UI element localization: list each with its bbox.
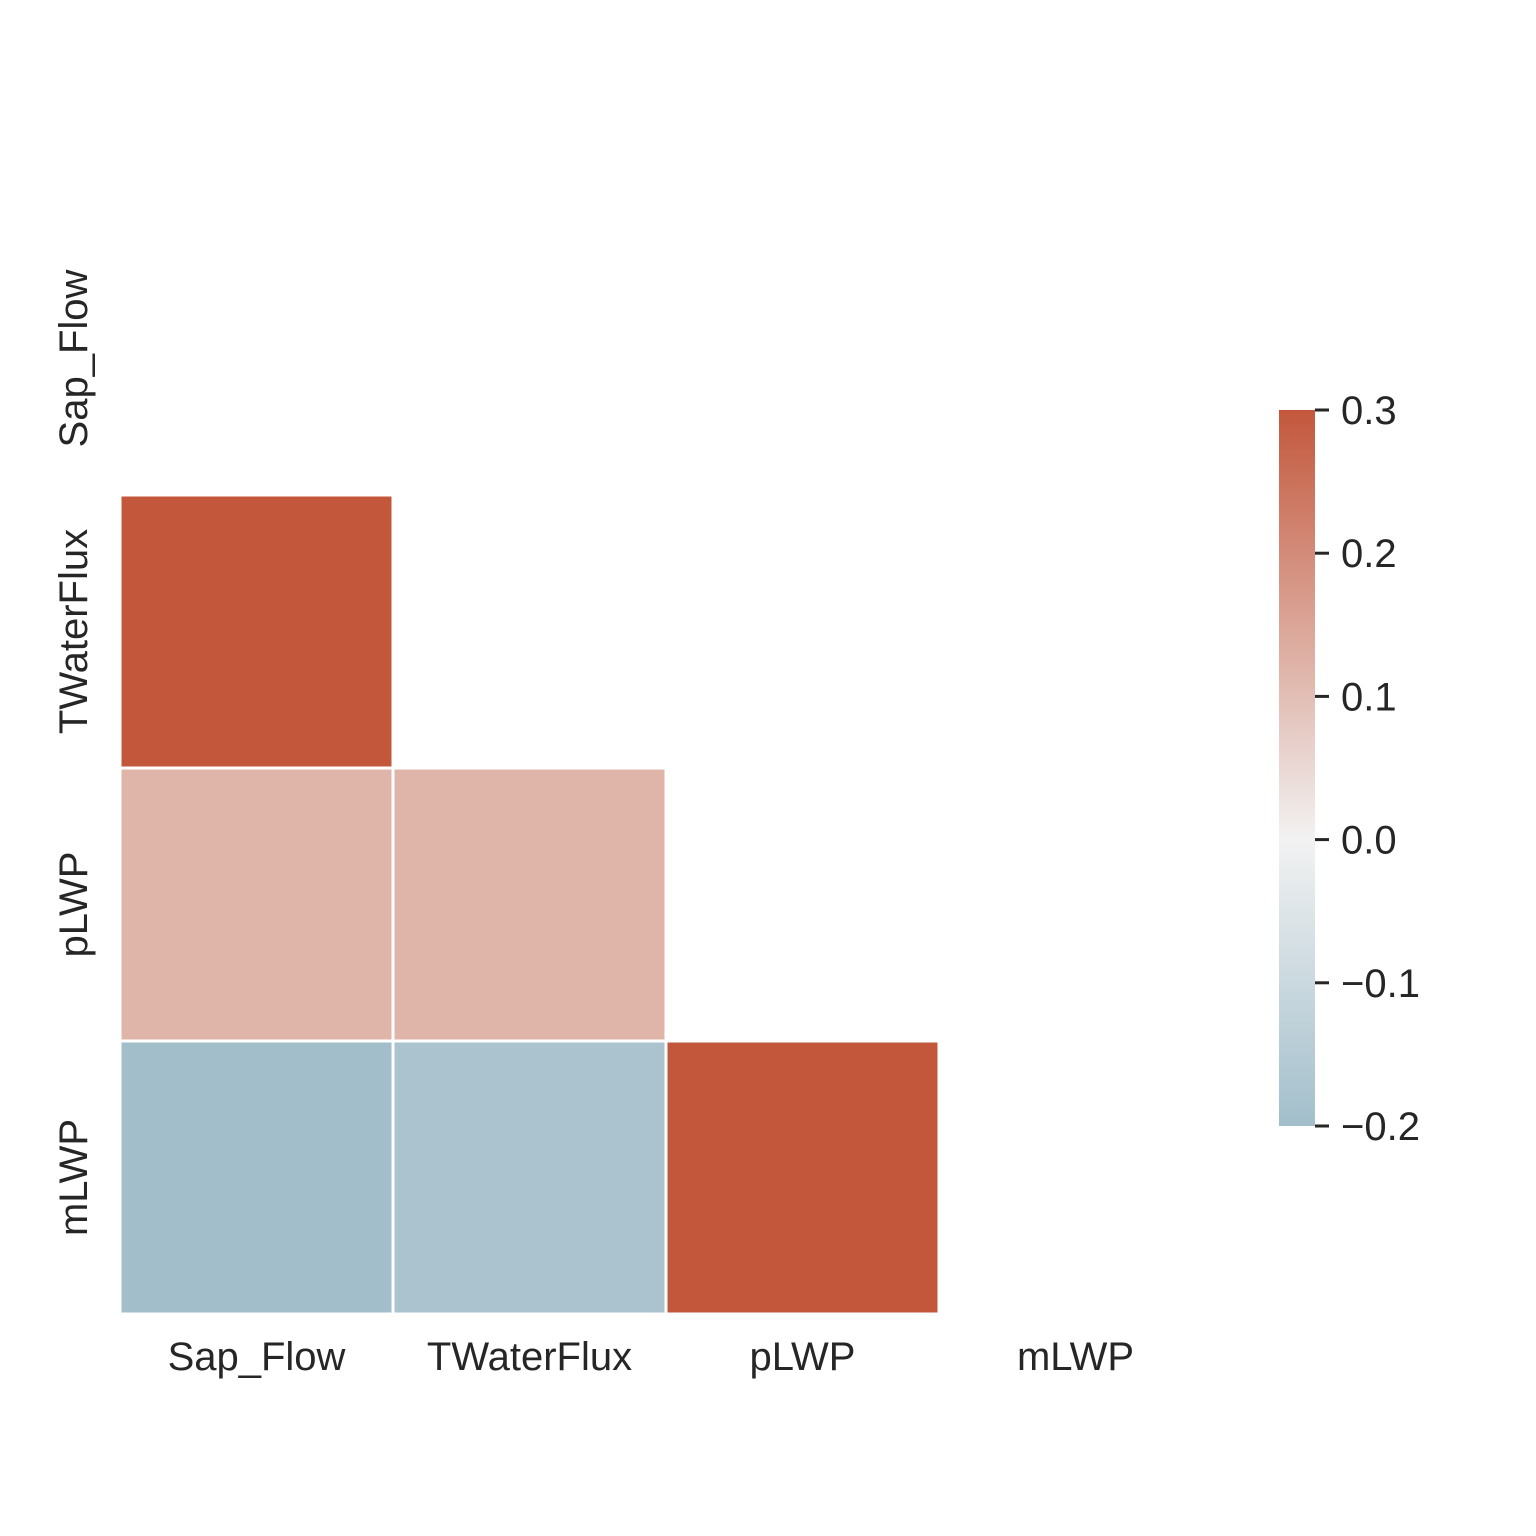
heatmap-cells: [118, 493, 941, 1316]
colorbar-tick-label: −0.1: [1341, 962, 1420, 1006]
colorbar-tick-label: 0.0: [1341, 819, 1397, 863]
colorbar-tick-label: 0.1: [1341, 675, 1397, 719]
heatmap-cell-mLWP-pLWP: [664, 1039, 941, 1316]
x-tick-label: TWaterFlux: [427, 1335, 632, 1379]
heatmap-cell-mLWP-TWaterFlux: [391, 1039, 668, 1316]
colorbar: 0.3 0.2 0.1 0.0 −0.1 −0.2: [1279, 389, 1420, 1149]
x-tick-labels: Sap_Flow TWaterFlux pLWP mLWP: [168, 1335, 1134, 1379]
colorbar-tick-label: 0.2: [1341, 532, 1397, 576]
x-tick-label: mLWP: [1017, 1335, 1134, 1379]
x-tick-label: pLWP: [750, 1335, 856, 1379]
x-tick-label: Sap_Flow: [168, 1335, 346, 1379]
y-tick-label: TWaterFlux: [52, 529, 96, 734]
heatmap-cell-mLWP-Sap_Flow: [118, 1039, 395, 1316]
colorbar-ticks: 0.3 0.2 0.1 0.0 −0.1 −0.2: [1315, 389, 1420, 1149]
y-tick-label: mLWP: [52, 1119, 96, 1236]
y-tick-label: pLWP: [52, 852, 96, 958]
y-tick-labels: Sap_Flow TWaterFlux pLWP mLWP: [52, 269, 96, 1236]
colorbar-tick-label: −0.2: [1341, 1105, 1420, 1149]
y-tick-label: Sap_Flow: [52, 269, 96, 447]
heatmap-cell-pLWP-Sap_Flow: [118, 766, 395, 1043]
colorbar-gradient: [1279, 410, 1315, 1126]
colorbar-tick-label: 0.3: [1341, 389, 1397, 433]
heatmap-cell-pLWP-TWaterFlux: [391, 766, 668, 1043]
heatmap-cell-TWaterFlux-Sap_Flow: [118, 493, 395, 770]
